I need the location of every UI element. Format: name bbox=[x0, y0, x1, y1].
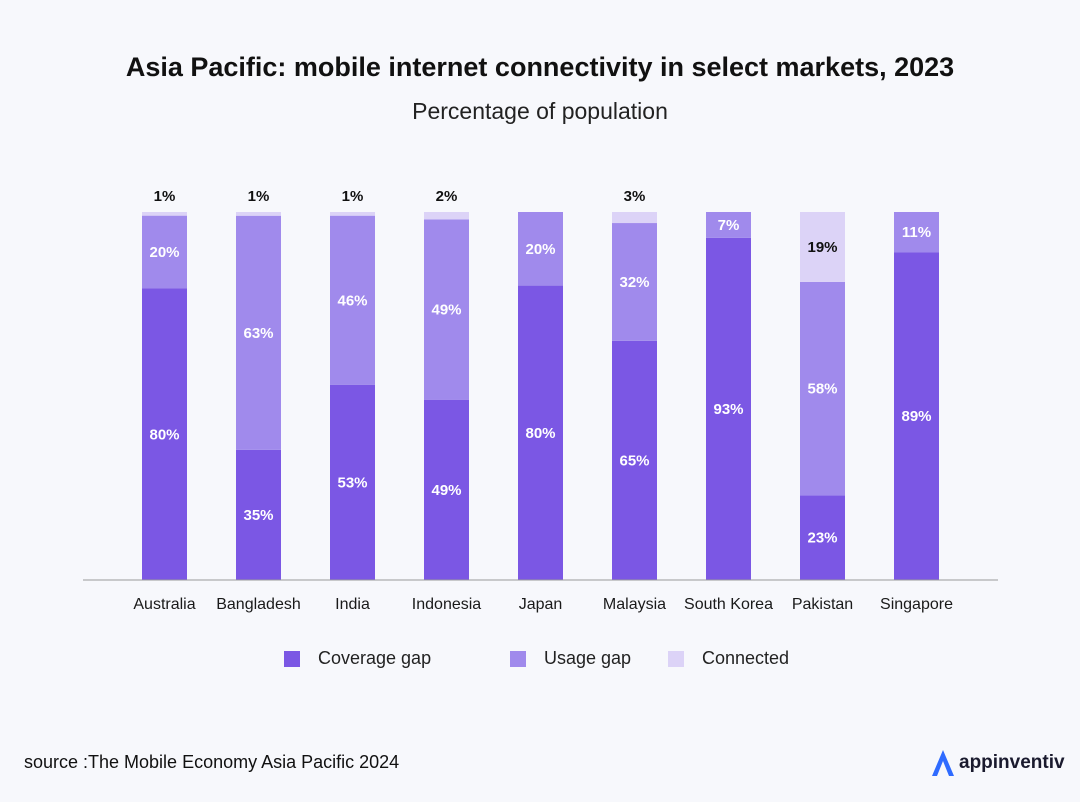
bar-indonesia-coverage-gap bbox=[424, 399, 469, 580]
brand-name: appinventiv bbox=[959, 752, 1065, 773]
data-label-australia-usage-gap: 20% bbox=[149, 244, 179, 261]
data-label-singapore-coverage-gap: 89% bbox=[901, 408, 931, 425]
data-label-japan-coverage-gap: 80% bbox=[525, 425, 555, 442]
bar-malaysia-connected bbox=[612, 212, 657, 224]
category-label-pakistan: Pakistan bbox=[792, 596, 853, 613]
legend: Coverage gap Usage gap Connected bbox=[0, 648, 1080, 676]
legend-swatch-usage-gap bbox=[510, 650, 526, 667]
data-label-malaysia-coverage-gap: 65% bbox=[619, 452, 649, 469]
data-label-pakistan-coverage-gap: 23% bbox=[807, 530, 837, 547]
legend-label-usage-gap: Usage gap bbox=[544, 648, 632, 668]
bar-japan-coverage-gap bbox=[518, 285, 563, 580]
legend-label-connected: Connected bbox=[702, 648, 790, 668]
bar-singapore-usage-gap bbox=[894, 212, 939, 253]
data-label-south-korea-usage-gap: 7% bbox=[718, 217, 740, 234]
source-note: source :The Mobile Economy Asia Pacific … bbox=[24, 752, 400, 772]
bar-singapore-coverage-gap bbox=[894, 252, 939, 581]
data-label-indonesia-coverage-gap: 49% bbox=[431, 482, 461, 499]
data-label-australia-coverage-gap: 80% bbox=[149, 426, 179, 443]
chart-title: Asia Pacific: mobile internet connectivi… bbox=[125, 52, 955, 82]
bar-south-korea-usage-gap bbox=[706, 212, 751, 238]
brand-logo-icon bbox=[932, 750, 954, 776]
category-label-bangladesh: Bangladesh bbox=[216, 596, 301, 613]
data-label-malaysia-connected: 3% bbox=[624, 188, 646, 205]
bar-pakistan-coverage-gap bbox=[800, 495, 845, 580]
bar-malaysia-usage-gap bbox=[612, 223, 657, 341]
legend-swatch-connected bbox=[668, 650, 684, 667]
bar-bangladesh-coverage-gap bbox=[236, 449, 281, 580]
data-label-australia-connected: 1% bbox=[154, 188, 176, 205]
bar-australia-connected bbox=[142, 212, 187, 216]
category-label-south-korea: South Korea bbox=[684, 596, 773, 613]
data-label-malaysia-usage-gap: 32% bbox=[619, 274, 649, 291]
bar-pakistan-usage-gap bbox=[800, 281, 845, 496]
legend-swatch-coverage-gap bbox=[284, 650, 300, 667]
data-label-india-coverage-gap: 53% bbox=[337, 474, 367, 491]
data-label-india-connected: 1% bbox=[342, 188, 364, 205]
category-label-indonesia: Indonesia bbox=[412, 596, 481, 613]
data-label-bangladesh-usage-gap: 63% bbox=[243, 325, 273, 342]
bar-malaysia-coverage-gap bbox=[612, 340, 657, 580]
data-label-bangladesh-coverage-gap: 35% bbox=[243, 507, 273, 524]
data-label-pakistan-usage-gap: 58% bbox=[807, 381, 837, 398]
bar-south-korea-coverage-gap bbox=[706, 237, 751, 580]
bar-australia-coverage-gap bbox=[142, 288, 187, 580]
data-label-singapore-usage-gap: 11% bbox=[902, 224, 931, 241]
legend-label-coverage-gap: Coverage gap bbox=[318, 648, 432, 668]
bar-bangladesh-connected bbox=[236, 212, 281, 216]
bar-australia-usage-gap bbox=[142, 215, 187, 289]
category-label-japan: Japan bbox=[519, 596, 563, 613]
data-label-japan-usage-gap: 20% bbox=[525, 241, 555, 258]
legend-item-connected: Connected bbox=[668, 648, 789, 669]
bar-japan-usage-gap bbox=[518, 212, 563, 286]
data-label-south-korea-coverage-gap: 93% bbox=[713, 401, 743, 418]
data-label-bangladesh-connected: 1% bbox=[248, 188, 270, 205]
bar-india-connected bbox=[330, 212, 375, 216]
bar-india-coverage-gap bbox=[330, 384, 375, 580]
stacked-bar-chart: 80% 20% 1% Australia 35% 63% 1% Bangladesh 53% 46… bbox=[83, 188, 998, 613]
category-label-singapore: Singapore bbox=[880, 596, 953, 613]
data-label-indonesia-connected: 2% bbox=[436, 188, 458, 205]
bar-india-usage-gap bbox=[330, 215, 375, 385]
bar-indonesia-usage-gap bbox=[424, 219, 469, 400]
category-label-india: India bbox=[335, 596, 370, 613]
category-label-australia: Australia bbox=[133, 596, 195, 613]
legend-item-coverage-gap: Coverage gap bbox=[284, 648, 431, 669]
data-label-indonesia-usage-gap: 49% bbox=[431, 302, 461, 319]
chart-subtitle: Percentage of population bbox=[412, 98, 668, 124]
bar-bangladesh-usage-gap bbox=[236, 215, 281, 450]
category-label-malaysia: Malaysia bbox=[603, 596, 666, 613]
legend-item-usage-gap: Usage gap bbox=[510, 648, 631, 669]
bar-pakistan-connected bbox=[800, 212, 845, 282]
bar-indonesia-connected bbox=[424, 212, 469, 220]
data-label-india-usage-gap: 46% bbox=[337, 292, 367, 309]
data-label-pakistan-connected: 19% bbox=[807, 239, 837, 256]
brand-logo: appinventiv bbox=[930, 748, 1065, 778]
